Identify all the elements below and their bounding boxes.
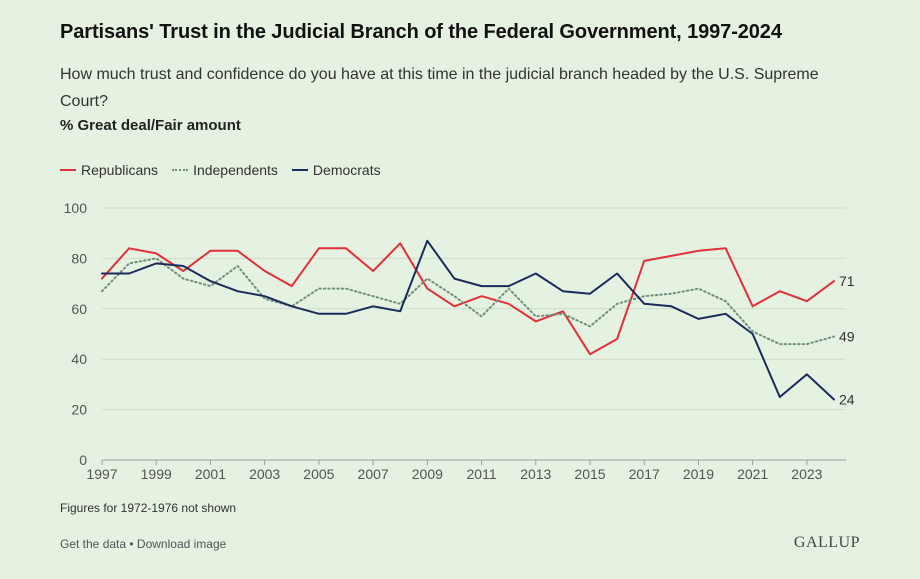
x-tick-label-2011: 2011 — [467, 466, 497, 482]
legend-swatch-democrats — [291, 169, 308, 171]
x-tick-label-2005: 2005 — [303, 466, 334, 482]
gallup-logo: GALLUP — [793, 534, 860, 551]
y-tick-label-0: 0 — [79, 452, 87, 468]
x-tick-label-1997: 1997 — [86, 466, 117, 482]
end-label-democrats: 24 — [839, 392, 855, 408]
x-tick-label-2007: 2007 — [358, 466, 389, 482]
x-tick-label-2017: 2017 — [629, 466, 660, 482]
x-tick-label-2021: 2021 — [737, 466, 768, 482]
series-line-democrats — [101, 239, 835, 401]
download-image-link[interactable]: Download image — [136, 537, 227, 551]
x-tick-label-2023: 2023 — [791, 466, 822, 482]
series-line-republicans — [101, 242, 835, 356]
y-tick-label-20: 20 — [71, 402, 87, 418]
x-tick-label-2009: 2009 — [412, 466, 443, 482]
series-line-independents — [101, 257, 835, 346]
end-label-republicans: 71 — [839, 273, 855, 289]
legend-label-independents: Independents — [193, 162, 278, 178]
legend-item-independents: Independents — [172, 162, 278, 178]
get-data-link[interactable]: Get the data — [60, 537, 127, 551]
end-label-independents: 49 — [839, 329, 855, 345]
chart-title: Partisans' Trust in the Judicial Branch … — [60, 21, 782, 43]
legend-item-democrats: Democrats — [291, 162, 381, 178]
x-tick-label-1999: 1999 — [141, 466, 172, 482]
legend-label-democrats: Democrats — [312, 162, 381, 178]
y-tick-label-40: 40 — [71, 351, 87, 367]
y-tick-label-80: 80 — [71, 250, 87, 266]
x-tick-label-2015: 2015 — [574, 466, 605, 482]
footnote: Figures for 1972-1976 not shown — [60, 501, 237, 515]
link-separator: • — [126, 537, 137, 551]
footer-links: Get the data • Download image — [60, 537, 226, 551]
legend-swatch-republicans — [60, 169, 76, 171]
measure-label: % Great deal/Fair amount — [60, 117, 241, 134]
legend-swatch-independents — [172, 169, 189, 171]
x-tick-label-2003: 2003 — [249, 466, 280, 482]
legend-label-republicans: Republicans — [81, 162, 159, 178]
chart-subtitle: How much trust and confidence do you hav… — [60, 66, 819, 110]
y-tick-label-60: 60 — [71, 301, 87, 317]
legend-item-republicans: Republicans — [60, 162, 158, 178]
x-tick-label-2001: 2001 — [195, 466, 226, 482]
legend: Republicans Independents Democrats — [60, 162, 381, 178]
x-tick-label-2019: 2019 — [683, 466, 714, 482]
x-tick-label-2013: 2013 — [520, 466, 551, 482]
y-tick-label-100: 100 — [64, 200, 88, 216]
